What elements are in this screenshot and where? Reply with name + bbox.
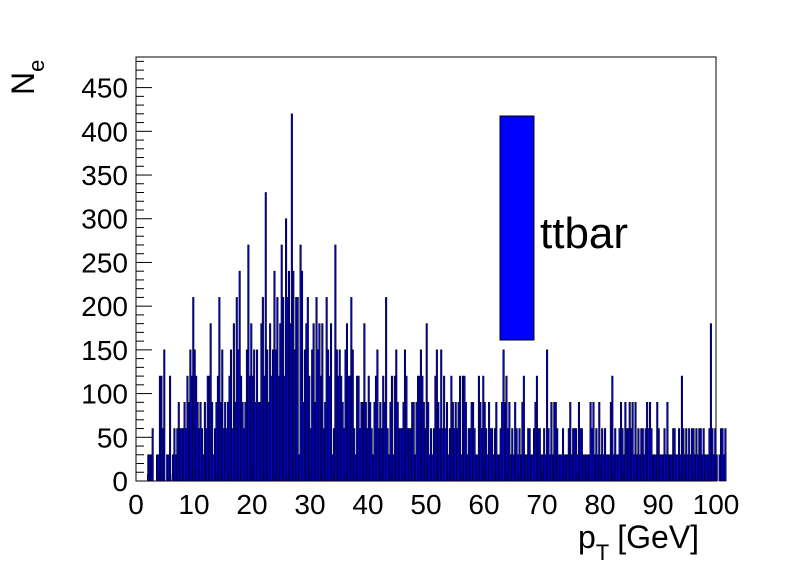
histogram-bar xyxy=(296,297,299,482)
histogram-bar xyxy=(598,402,601,482)
y-tick-label: 100 xyxy=(81,379,128,410)
axis-tick-labels: 0 10 20 30 40 50 60 70 80 90 100 0 50 100 150 200 250 300… xyxy=(81,73,739,520)
histogram-bar xyxy=(709,323,712,482)
histogram-bar xyxy=(546,349,549,482)
y-tick-label: 200 xyxy=(81,291,128,322)
histogram-bar xyxy=(385,297,388,482)
histogram-bar xyxy=(724,428,727,482)
x-tick-label: 50 xyxy=(410,489,441,520)
x-tick-label: 60 xyxy=(468,489,499,520)
histogram-bar xyxy=(592,402,595,482)
x-tick-label: 100 xyxy=(693,489,740,520)
legend-label-ttbar: ttbar xyxy=(540,209,628,258)
histogram-bar xyxy=(247,244,250,482)
x-tick-label: 80 xyxy=(584,489,615,520)
histogram-bar xyxy=(495,402,498,482)
histogram-bar xyxy=(611,375,614,482)
x-tick-label: 30 xyxy=(294,489,325,520)
y-axis-title-main: N xyxy=(5,72,41,95)
y-tick-label: 400 xyxy=(81,116,128,147)
x-axis-title-main: p xyxy=(578,519,596,555)
x-axis-title-unit: [GeV] xyxy=(617,519,699,555)
histogram-bar xyxy=(631,402,634,482)
x-axis-title-subscript: T xyxy=(596,540,609,565)
histogram-bar xyxy=(634,402,637,482)
y-tick-label: 300 xyxy=(81,204,128,235)
histogram-bar xyxy=(569,402,572,482)
axis-ticks xyxy=(135,60,717,482)
y-axis-title: Ne xyxy=(5,60,49,95)
histogram-bar xyxy=(550,402,553,482)
histogram-bar xyxy=(666,402,669,482)
histogram-bar xyxy=(218,297,221,482)
histogram-bar xyxy=(445,402,449,482)
x-tick-label: 40 xyxy=(352,489,383,520)
legend-swatch-ttbar xyxy=(499,115,535,341)
x-tick-label: 70 xyxy=(526,489,557,520)
histogram-bar xyxy=(390,375,393,482)
histogram-bar xyxy=(321,323,324,482)
y-tick-label: 250 xyxy=(81,247,128,278)
histogram-bar xyxy=(211,402,214,482)
y-tick-label: 50 xyxy=(97,422,128,453)
x-axis-title: pT [GeV] xyxy=(578,519,699,565)
legend: ttbar xyxy=(499,115,628,341)
x-tick-label: 90 xyxy=(642,489,673,520)
histogram-bar xyxy=(459,375,462,482)
histogram-bars xyxy=(147,113,727,482)
y-axis-title-subscript: e xyxy=(24,60,49,72)
y-tick-label: 350 xyxy=(81,160,128,191)
y-tick-label: 0 xyxy=(112,466,128,497)
y-tick-label: 150 xyxy=(81,335,128,366)
histogram-bar xyxy=(229,349,232,482)
histogram-bar xyxy=(221,349,224,482)
histogram-bar xyxy=(427,402,430,482)
histogram-bar xyxy=(264,192,267,482)
histogram-bar xyxy=(440,349,443,482)
histogram-bar xyxy=(329,323,333,482)
histogram-bar xyxy=(151,428,154,482)
histogram-bar xyxy=(412,402,415,482)
y-tick-label: 450 xyxy=(81,73,128,104)
x-tick-label: 20 xyxy=(236,489,267,520)
histogram-bar xyxy=(351,349,354,482)
histogram-bar xyxy=(522,375,525,482)
histogram-bar xyxy=(464,402,467,482)
x-tick-label: 0 xyxy=(128,489,144,520)
histogram-bar xyxy=(508,402,511,482)
histogram-bar xyxy=(169,375,172,482)
histogram-bar xyxy=(376,349,379,482)
histogram-bar xyxy=(300,270,304,482)
histogram-bar xyxy=(163,349,166,482)
x-tick-label: 10 xyxy=(178,489,209,520)
